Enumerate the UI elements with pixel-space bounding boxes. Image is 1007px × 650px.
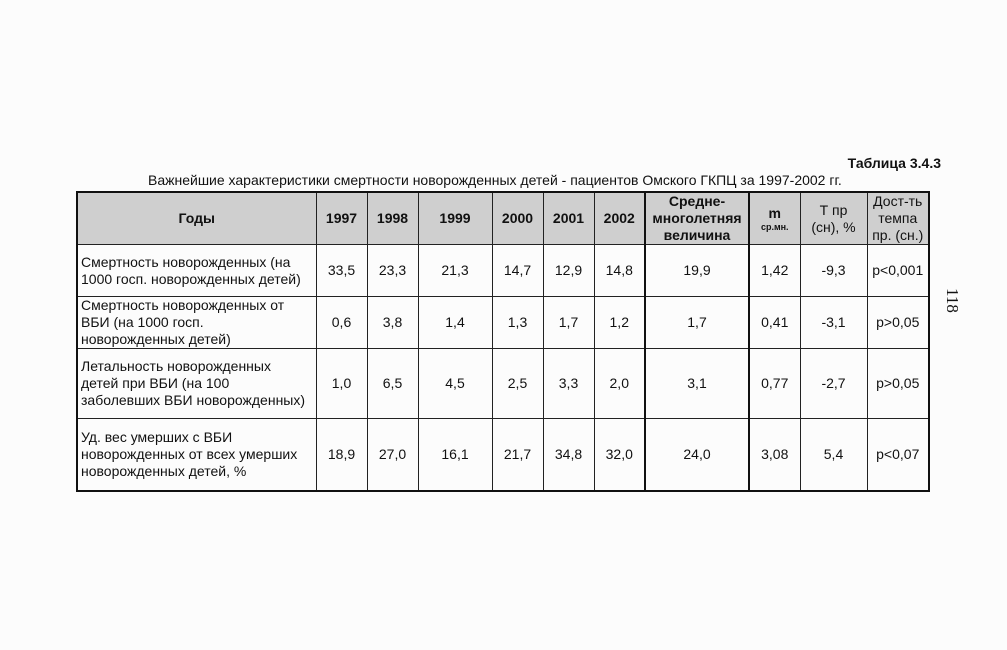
cell-trend: -9,3 <box>799 244 868 297</box>
header-significance: Дост-ть темпа пр. (сн.) <box>866 191 930 245</box>
cell-2000: 14,7 <box>491 244 544 297</box>
header-average-line2: многолетняя <box>652 210 742 226</box>
cell-1999: 21,3 <box>417 244 493 297</box>
cell-1999: 1,4 <box>417 296 493 349</box>
cell-1997: 18,9 <box>315 418 368 491</box>
header-m-subscript: ср.мн. <box>760 221 789 232</box>
row-label: Уд. вес умерших с ВБИ новорожденных от в… <box>76 418 317 491</box>
header-row: Годы 1997 1998 1999 2000 2001 2002 Средн… <box>76 191 930 245</box>
cell-significance: p<0,001 <box>866 244 930 297</box>
header-2000: 2000 <box>491 191 544 245</box>
cell-2002: 14,8 <box>593 244 646 297</box>
cell-m: 0,77 <box>748 348 801 419</box>
cell-2000: 1,3 <box>491 296 544 349</box>
cell-1998: 27,0 <box>366 418 419 491</box>
header-average: Средне- многолетняя величина <box>644 191 750 245</box>
header-trend-line1: Т пр <box>819 201 848 218</box>
cell-average: 19,9 <box>644 244 750 297</box>
cell-average: 1,7 <box>644 296 750 349</box>
cell-1999: 16,1 <box>417 418 493 491</box>
cell-trend: 5,4 <box>799 418 868 491</box>
cell-significance: p>0,05 <box>866 348 930 419</box>
cell-2000: 21,7 <box>491 418 544 491</box>
cell-2001: 1,7 <box>542 296 595 349</box>
page-number: 118 <box>943 288 962 313</box>
row-label: Смертность новорожденных от ВБИ (на 1000… <box>76 296 317 349</box>
cell-2001: 34,8 <box>542 418 595 491</box>
cell-trend: -3,1 <box>799 296 868 349</box>
cell-significance: p>0,05 <box>866 296 930 349</box>
header-1999: 1999 <box>417 191 493 245</box>
row-label: Смертность новорожденных (на 1000 госп. … <box>76 244 317 297</box>
table-caption: Важнейшие характеристики смертности ново… <box>148 172 842 188</box>
cell-1998: 23,3 <box>366 244 419 297</box>
cell-average: 24,0 <box>644 418 750 491</box>
table-row: Смертность новорожденных (на 1000 госп. … <box>76 244 930 297</box>
cell-significance: p<0,07 <box>866 418 930 491</box>
header-2002: 2002 <box>593 191 646 245</box>
cell-1997: 0,6 <box>315 296 368 349</box>
cell-1997: 33,5 <box>315 244 368 297</box>
cell-1998: 6,5 <box>366 348 419 419</box>
cell-m: 1,42 <box>748 244 801 297</box>
header-trend: Т пр (сн), % <box>799 191 868 245</box>
cell-2001: 12,9 <box>542 244 595 297</box>
header-years: Годы <box>76 191 317 245</box>
header-1998: 1998 <box>366 191 419 245</box>
header-m: m ср.мн. <box>748 191 801 245</box>
header-average-line1: Средне- <box>668 193 726 209</box>
cell-trend: -2,7 <box>799 348 868 419</box>
header-2001: 2001 <box>542 191 595 245</box>
cell-2002: 1,2 <box>593 296 646 349</box>
table-row: Смертность новорожденных от ВБИ (на 1000… <box>76 296 930 349</box>
cell-m: 3,08 <box>748 418 801 491</box>
cell-2002: 32,0 <box>593 418 646 491</box>
cell-m: 0,41 <box>748 296 801 349</box>
header-significance-line3: пр. (сн.) <box>872 227 924 243</box>
cell-2001: 3,3 <box>542 348 595 419</box>
cell-1998: 3,8 <box>366 296 419 349</box>
header-m-symbol: m <box>768 204 781 221</box>
table-row: Уд. вес умерших с ВБИ новорожденных от в… <box>76 418 930 491</box>
mortality-table: Годы 1997 1998 1999 2000 2001 2002 Средн… <box>76 191 930 492</box>
cell-1997: 1,0 <box>315 348 368 419</box>
cell-2002: 2,0 <box>593 348 646 419</box>
header-trend-line2: (сн), % <box>811 218 856 235</box>
header-1997: 1997 <box>315 191 368 245</box>
cell-average: 3,1 <box>644 348 750 419</box>
row-label: Летальность новорожденных детей при ВБИ … <box>76 348 317 419</box>
cell-1999: 4,5 <box>417 348 493 419</box>
header-average-line3: величина <box>663 227 731 243</box>
table-number: Таблица 3.4.3 <box>847 155 941 171</box>
header-significance-line1: Дост-ть <box>873 193 923 209</box>
cell-2000: 2,5 <box>491 348 544 419</box>
table-row: Летальность новорожденных детей при ВБИ … <box>76 348 930 419</box>
header-significance-line2: темпа <box>878 210 918 226</box>
